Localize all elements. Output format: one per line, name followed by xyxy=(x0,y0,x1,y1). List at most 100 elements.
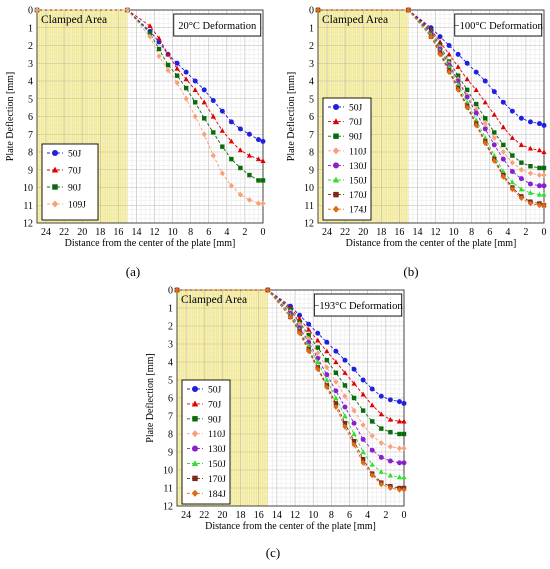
data-point xyxy=(324,364,330,371)
data-point xyxy=(500,149,506,155)
deformation-label: −100°C Deformation xyxy=(454,21,544,32)
data-point xyxy=(527,200,534,207)
y-tick-label: 7 xyxy=(28,130,33,141)
data-point xyxy=(518,186,524,192)
data-point xyxy=(437,51,443,58)
data-point xyxy=(156,35,162,41)
y-tick-label: 3 xyxy=(28,59,33,70)
data-point xyxy=(387,472,393,478)
data-point xyxy=(518,195,524,202)
x-tick-label: 16 xyxy=(394,227,404,238)
legend-marker xyxy=(332,118,340,125)
clamped-area-label: Clamped Area xyxy=(322,14,388,26)
data-point xyxy=(228,119,234,125)
y-tick-label: 0 xyxy=(28,6,33,17)
y-tick-label: 7 xyxy=(168,412,173,423)
y-axis-title: Plate Deflection [mm] xyxy=(286,72,297,161)
data-point xyxy=(255,200,262,207)
data-point xyxy=(201,87,207,93)
data-point xyxy=(541,122,547,128)
y-tick-label: 12 xyxy=(23,219,33,230)
x-tick-label: 2 xyxy=(523,227,528,238)
legend-entry: 50J xyxy=(349,104,363,114)
data-point xyxy=(518,176,524,182)
data-point xyxy=(246,152,253,158)
data-point xyxy=(510,153,515,158)
data-point xyxy=(464,76,470,82)
data-point xyxy=(464,94,470,100)
data-point xyxy=(192,113,198,120)
x-tick-label: 20 xyxy=(77,227,87,238)
data-point xyxy=(147,33,153,40)
legend: 50J 70J 90J 110J 130J 150J 170J 174J xyxy=(322,97,372,221)
series-90J xyxy=(34,7,266,183)
x-tick-label: 24 xyxy=(181,510,191,521)
y-tick-label: 2 xyxy=(28,41,33,52)
data-point xyxy=(237,126,243,132)
plot-frame xyxy=(36,9,264,224)
data-point xyxy=(455,51,461,57)
data-point xyxy=(369,447,375,453)
y-tick-label: 6 xyxy=(28,112,33,123)
x-tick-label: 10 xyxy=(308,510,318,521)
data-point xyxy=(509,108,515,114)
data-point xyxy=(211,130,216,135)
data-point xyxy=(482,140,488,146)
data-point xyxy=(369,402,375,408)
legend-entry: 170J xyxy=(208,475,226,485)
chart-panel-3: 24 22 20 18 16 14 12 10 8 6 4 2 00123456789101112Dis… xyxy=(145,286,407,560)
data-point xyxy=(446,69,452,75)
x-tick-label: 16 xyxy=(113,227,123,238)
data-point xyxy=(324,357,330,363)
data-point xyxy=(219,127,225,133)
data-point xyxy=(174,287,180,293)
y-tick-label: 10 xyxy=(304,183,314,194)
y-tick-label: 6 xyxy=(168,394,173,405)
x-tick-label: 20 xyxy=(358,227,368,238)
x-tick-label: 4 xyxy=(365,510,370,521)
legend-entry: 130J xyxy=(349,162,367,172)
series-70J xyxy=(174,287,407,424)
y-tick-label: 11 xyxy=(23,201,33,212)
plot-frame xyxy=(317,9,545,224)
legend-entry: 174J xyxy=(349,206,367,216)
series-line xyxy=(177,289,404,464)
grid xyxy=(317,9,545,224)
data-point xyxy=(360,456,366,462)
y-tick-label: 0 xyxy=(309,6,314,17)
data-point xyxy=(360,422,366,428)
data-point xyxy=(464,104,470,111)
data-point xyxy=(491,134,497,141)
data-point xyxy=(147,23,153,29)
data-point xyxy=(247,172,252,178)
data-point xyxy=(387,416,393,422)
data-point xyxy=(342,393,348,400)
y-tick-label: 9 xyxy=(309,165,314,176)
data-point xyxy=(165,51,171,57)
x-tick-label: 16 xyxy=(254,510,264,521)
y-axis-title: Plate Deflection [mm] xyxy=(5,72,16,161)
x-axis-title: Distance from the center of the plate [m… xyxy=(65,238,236,249)
legend-marker xyxy=(332,162,340,169)
data-point xyxy=(342,370,348,375)
data-point xyxy=(210,113,216,119)
data-point xyxy=(360,377,366,383)
data-point xyxy=(518,166,524,173)
data-point xyxy=(360,436,366,442)
legend-marker xyxy=(191,460,199,467)
x-tick-label: 12 xyxy=(290,510,300,521)
deformation-box xyxy=(454,13,543,37)
x-tick-label: 24 xyxy=(322,227,332,238)
data-point xyxy=(378,469,384,474)
data-point xyxy=(333,395,339,401)
grid xyxy=(36,9,264,224)
series-line xyxy=(37,9,263,204)
legend-marker xyxy=(332,205,340,213)
data-point xyxy=(360,449,366,455)
data-point xyxy=(536,191,543,197)
data-point xyxy=(541,149,547,155)
data-point xyxy=(387,397,393,403)
data-point xyxy=(482,120,488,127)
data-point xyxy=(34,7,40,13)
